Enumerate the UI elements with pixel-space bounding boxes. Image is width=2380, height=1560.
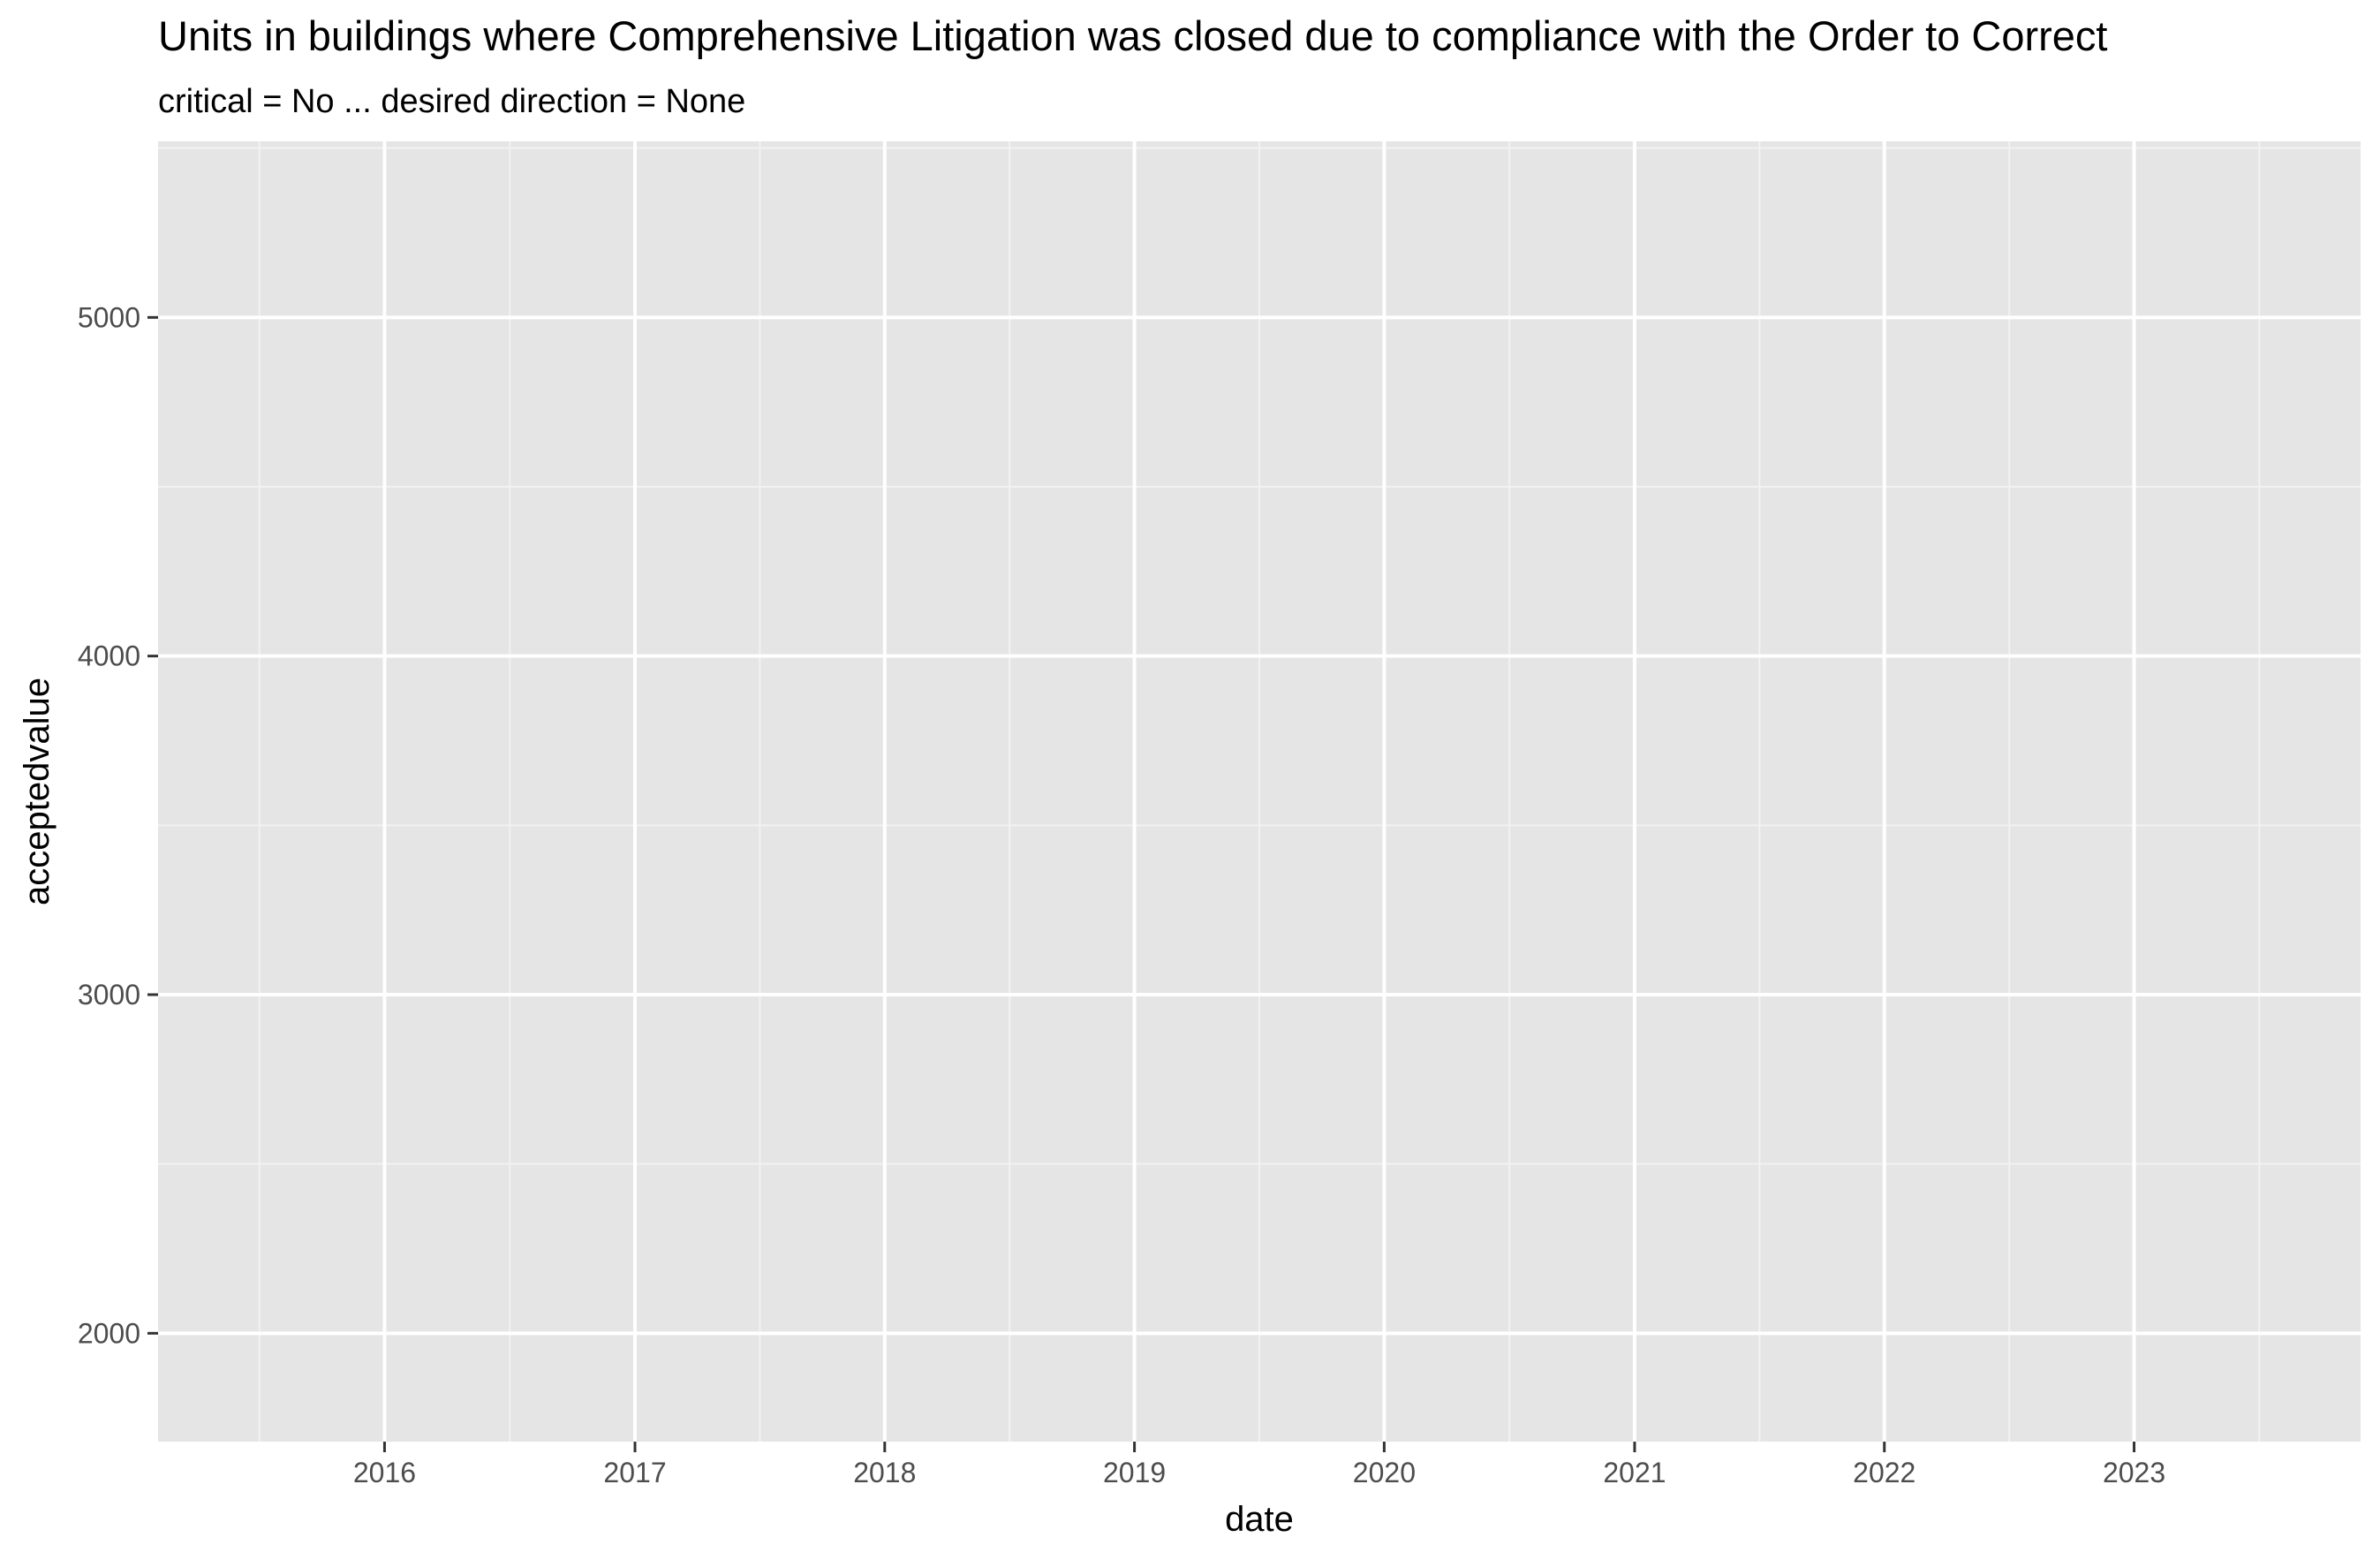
x-tick-label: 2020 <box>1353 1457 1416 1488</box>
chart-title: Units in buildings where Comprehensive L… <box>158 12 2108 59</box>
y-tick-label: 3000 <box>78 979 140 1011</box>
x-tick-label: 2019 <box>1103 1457 1166 1488</box>
major-gridlines <box>158 141 2361 1442</box>
y-tick-label: 2000 <box>78 1317 140 1349</box>
minor-gridlines <box>158 141 2361 1442</box>
x-axis: 2016 2017 2018 2019 2020 2021 2022 2023 <box>353 1442 2165 1488</box>
y-axis: 2000 3000 4000 5000 <box>78 301 158 1349</box>
x-tick-label: 2016 <box>353 1457 416 1488</box>
x-tick-label: 2023 <box>2103 1457 2165 1488</box>
x-tick-label: 2021 <box>1603 1457 1666 1488</box>
x-axis-title: date <box>1225 1500 1294 1539</box>
x-tick-label: 2017 <box>603 1457 666 1488</box>
x-tick-label: 2022 <box>1853 1457 1915 1488</box>
y-tick-label: 5000 <box>78 301 140 333</box>
x-tick-label: 2018 <box>853 1457 916 1488</box>
y-axis-title: acceptedvalue <box>18 678 57 905</box>
chart-subtitle: critical = No ... desired direction = No… <box>158 83 745 120</box>
y-tick-label: 4000 <box>78 640 140 672</box>
